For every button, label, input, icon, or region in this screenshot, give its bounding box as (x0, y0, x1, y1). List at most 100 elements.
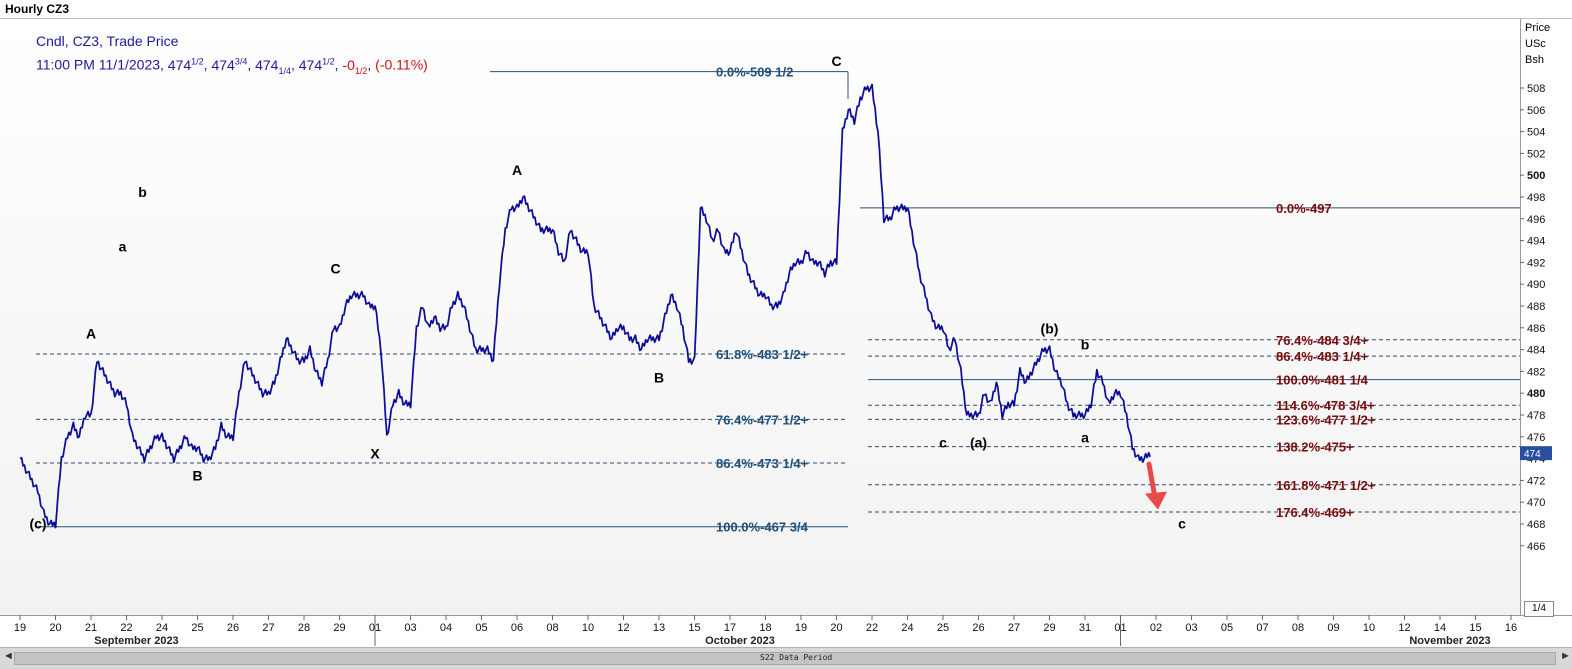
wave-label: c (939, 435, 947, 451)
y-tick-label: 500 (1527, 170, 1545, 182)
axis-title-unit1: USc (1525, 38, 1546, 50)
x-tick-label: 10 (582, 622, 594, 634)
y-tick-label: 496 (1527, 214, 1545, 226)
data-period-label: S22 Data Period (760, 653, 833, 662)
wave-label: b (1081, 337, 1090, 353)
y-tick-label: 498 (1527, 192, 1545, 204)
window-title: Hourly CZ3 (5, 2, 70, 16)
fib-right-level-label: 86.4%-483 1/4+ (1276, 349, 1369, 364)
price-series-shadow (20, 84, 1152, 528)
x-tick-label: 07 (1256, 622, 1268, 634)
x-tick-label: 08 (1292, 622, 1304, 634)
fib-right-level-label: 176.4%-469+ (1276, 505, 1354, 520)
fib-right-level-label: 123.6%-477 1/2+ (1276, 412, 1376, 427)
x-tick-label: 04 (440, 622, 452, 634)
x-tick-label: 13 (653, 622, 665, 634)
y-tick-label: 492 (1527, 257, 1545, 269)
legend-change: -01/2 (342, 56, 368, 76)
x-tick-label: 29 (333, 622, 345, 634)
fib-right-level-label: 138.2%-475+ (1276, 440, 1354, 455)
wave-label: C (330, 260, 340, 276)
y-tick-label: 478 (1527, 410, 1545, 422)
scroll-left-icon[interactable]: ◄ (3, 650, 14, 662)
plot-area[interactable] (0, 19, 1520, 615)
y-tick-label: 476 (1527, 432, 1545, 444)
wave-label: c (1178, 515, 1186, 531)
x-tick-label: 26 (227, 622, 239, 634)
x-tick-label: 19 (14, 622, 26, 634)
month-label: October 2023 (705, 635, 775, 647)
axis-title-price: Price (1525, 22, 1550, 34)
y-tick-label: 502 (1527, 148, 1545, 160)
wave-label: B (654, 369, 664, 385)
y-tick-label: 470 (1527, 497, 1545, 509)
y-tick-label: 494 (1527, 236, 1545, 248)
x-tick-label: 10 (1363, 622, 1375, 634)
wave-label: a (119, 239, 127, 255)
x-tick-label: 08 (546, 622, 558, 634)
x-tick-label: 31 (1079, 622, 1091, 634)
x-tick-label: 20 (830, 622, 842, 634)
fib-left-level-label: 100.0%-467 3/4 (716, 520, 809, 535)
x-tick-label: 22 (120, 622, 132, 634)
x-tick-label: 14 (1434, 622, 1446, 634)
x-tick-label: 03 (1185, 622, 1197, 634)
legend-open: 4741/2 (167, 56, 204, 73)
x-tick-label: 03 (404, 622, 416, 634)
fib-left-level-label: 61.8%-483 1/2+ (716, 347, 809, 362)
fib-left-level-label: 0.0%-509 1/2 (716, 65, 793, 80)
y-tick-label: 506 (1527, 105, 1545, 117)
wave-label: b (138, 184, 147, 200)
x-tick-label: 02 (1150, 622, 1162, 634)
x-tick-label: 18 (759, 622, 771, 634)
price-axis[interactable] (1520, 19, 1572, 615)
x-tick-label: 27 (1008, 622, 1020, 634)
wave-label: (b) (1041, 320, 1059, 336)
wave-label: (c) (29, 515, 46, 531)
horizontal-scrollbar[interactable]: ◄ S22 Data Period ► (0, 647, 1572, 669)
y-tick-label: 486 (1527, 323, 1545, 335)
wave-label: B (192, 467, 202, 483)
fib-right-level-label: 114.6%-478 3/4+ (1276, 398, 1375, 413)
wave-label: (a) (970, 435, 987, 451)
y-tick-label: 488 (1527, 301, 1545, 313)
x-tick-label: 25 (937, 622, 949, 634)
time-axis[interactable] (0, 615, 1572, 648)
y-tick-label: 472 (1527, 475, 1545, 487)
legend-series: Cndl, CZ3, Trade Price (36, 33, 179, 49)
x-tick-label: 12 (617, 622, 629, 634)
wave-label: X (370, 446, 380, 462)
wave-label: a (1081, 429, 1089, 445)
x-tick-label: 27 (262, 622, 274, 634)
wave-label: A (86, 326, 96, 342)
x-tick-label: 20 (49, 622, 61, 634)
fib-left-level-label: 86.4%-473 1/4+ (716, 456, 809, 471)
x-tick-label: 06 (511, 622, 523, 634)
x-tick-label: 15 (1469, 622, 1481, 634)
page-indicator-button[interactable]: 1/4 (1524, 601, 1554, 617)
legend-low: 4741/4 (255, 56, 291, 76)
month-label: September 2023 (94, 635, 178, 647)
fib-right-level-label: 0.0%-497 (1276, 201, 1332, 216)
legend-change-pct: (-0.11%) (375, 56, 428, 73)
x-tick-label: 29 (1043, 622, 1055, 634)
x-tick-label: 26 (972, 622, 984, 634)
y-tick-label: 468 (1527, 519, 1545, 531)
legend-timestamp: 11:00 PM 11/1/2023, (36, 56, 168, 73)
scroll-right-icon[interactable]: ► (1560, 650, 1571, 662)
legend-high: 4743/4 (211, 56, 248, 73)
scroll-thumb[interactable] (14, 652, 1556, 665)
x-tick-label: 28 (298, 622, 310, 634)
y-tick-label: 508 (1527, 83, 1545, 95)
x-tick-label: 24 (156, 622, 168, 634)
wave-label: A (512, 162, 522, 178)
x-tick-label: 15 (688, 622, 700, 634)
legend-values: 11:00 PM 11/1/2023, 4741/2, 4743/4, 4741… (36, 56, 428, 76)
x-tick-label: 16 (1505, 622, 1517, 634)
x-tick-label: 05 (1221, 622, 1233, 634)
month-label: November 2023 (1409, 635, 1490, 647)
axis-title-unit2: Bsh (1525, 54, 1544, 66)
chart-legend: Cndl, CZ3, Trade Price 11:00 PM 11/1/202… (36, 31, 428, 80)
x-tick-label: 09 (1327, 622, 1339, 634)
